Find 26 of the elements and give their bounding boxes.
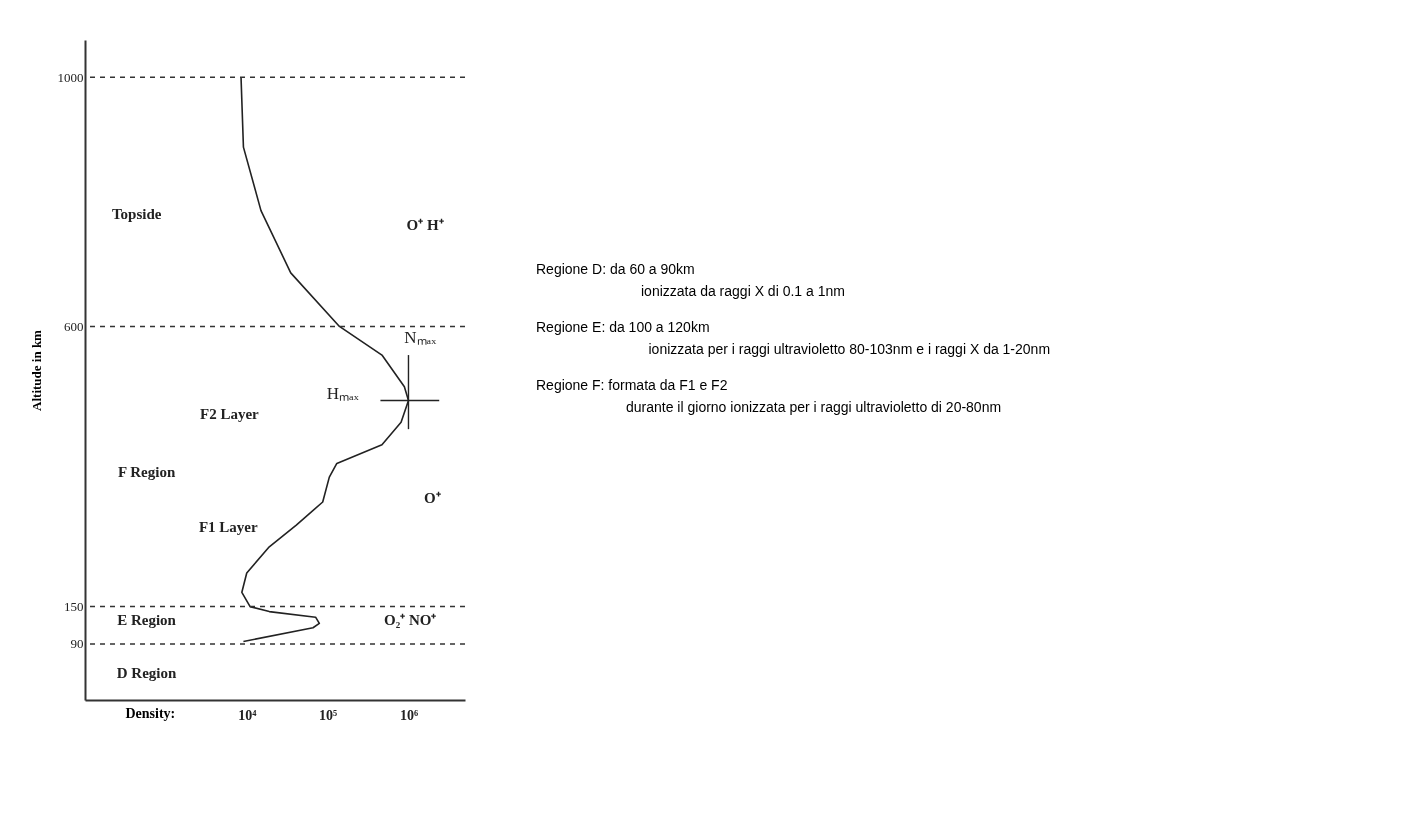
annotation: F Region [117, 464, 176, 481]
annotation: F2 Layer [200, 406, 260, 423]
text: durante il giorno ionizzata per i raggi ultravioletto di 20-80nm [626, 399, 1002, 415]
annotation: Hₘₐₓ [326, 384, 359, 404]
annotation: D Region [116, 664, 177, 681]
annotation: O⁺ H⁺ [406, 217, 444, 234]
x-axis-title: Density: [125, 705, 176, 721]
y-axis-title: Altitude in km [28, 329, 44, 411]
annotation: Topside [111, 206, 162, 223]
x-tick-label: 10⁶ [399, 707, 419, 723]
annotation: Nₘₐₓ [404, 328, 437, 348]
y-tick-label: 150 [64, 599, 84, 615]
annotation: F1 Layer [198, 519, 258, 536]
y-tick-label: 600 [64, 318, 84, 334]
text: ionizzata per i raggi ultravioletto 80-103nm e i raggi X da 1-20nm [648, 341, 1051, 357]
y-tick-label: 90 [70, 636, 84, 652]
annotation: O⁺ [423, 490, 441, 507]
annotation: O₂⁺ NO⁺ [384, 612, 437, 629]
x-tick-label: 10⁴ [238, 707, 258, 723]
y-tick-label: 1000 [57, 69, 84, 85]
text: ionizzata da raggi X di 0.1 a 1nm [641, 283, 845, 299]
text: Regione F: formata da F1 e F2 [536, 377, 728, 393]
annotation: E Region [117, 612, 177, 629]
text: Regione E: da 100 a 120km [536, 319, 710, 335]
x-tick-label: 10⁵ [319, 707, 338, 723]
text: Regione D: da 60 a 90km [536, 261, 695, 277]
